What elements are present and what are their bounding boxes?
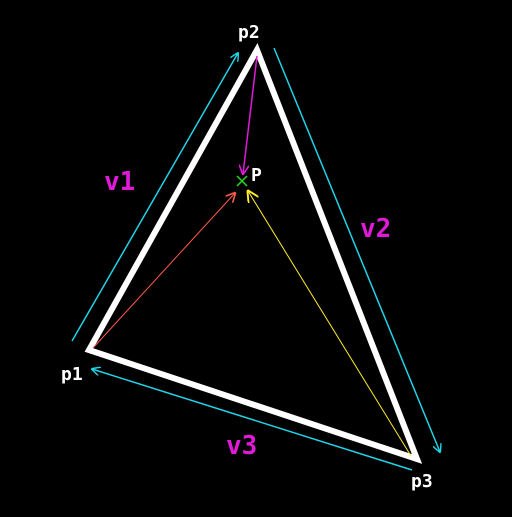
point-label-p3: p3	[411, 471, 433, 492]
point-label-p: P	[251, 165, 262, 186]
edge-arrow-v1	[71, 53, 238, 342]
vector-label-v3: v3	[226, 431, 257, 461]
edge-arrow-v2	[273, 47, 440, 452]
point-label-p1: p1	[61, 364, 83, 385]
triangle-outline	[84, 42, 423, 464]
point-label-p2: p2	[238, 22, 260, 43]
arrow-p2-to-p	[243, 55, 258, 174]
arrow-p1-to-p	[92, 193, 235, 349]
vector-label-v2: v2	[360, 214, 391, 244]
point-p-marker	[236, 175, 248, 187]
arrow-p3-to-p	[248, 191, 412, 457]
vector-label-v1: v1	[104, 167, 135, 197]
edge-arrow-v3	[92, 369, 413, 471]
